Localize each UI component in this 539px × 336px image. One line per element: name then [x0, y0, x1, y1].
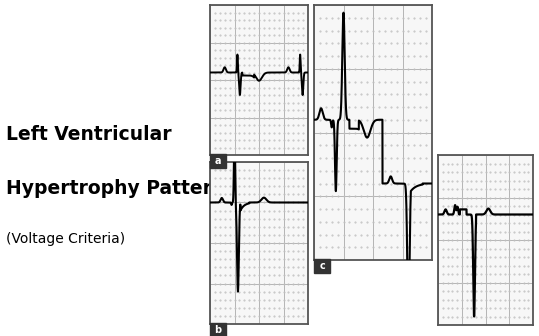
FancyBboxPatch shape [210, 154, 226, 168]
Text: Left Ventricular: Left Ventricular [6, 125, 172, 144]
Text: Hypertrophy Pattern: Hypertrophy Pattern [6, 179, 226, 198]
Text: c: c [319, 261, 325, 271]
Text: b: b [215, 325, 222, 335]
Text: a: a [215, 156, 221, 166]
FancyBboxPatch shape [314, 259, 330, 273]
Text: (Voltage Criteria): (Voltage Criteria) [6, 232, 126, 246]
FancyBboxPatch shape [210, 323, 226, 336]
